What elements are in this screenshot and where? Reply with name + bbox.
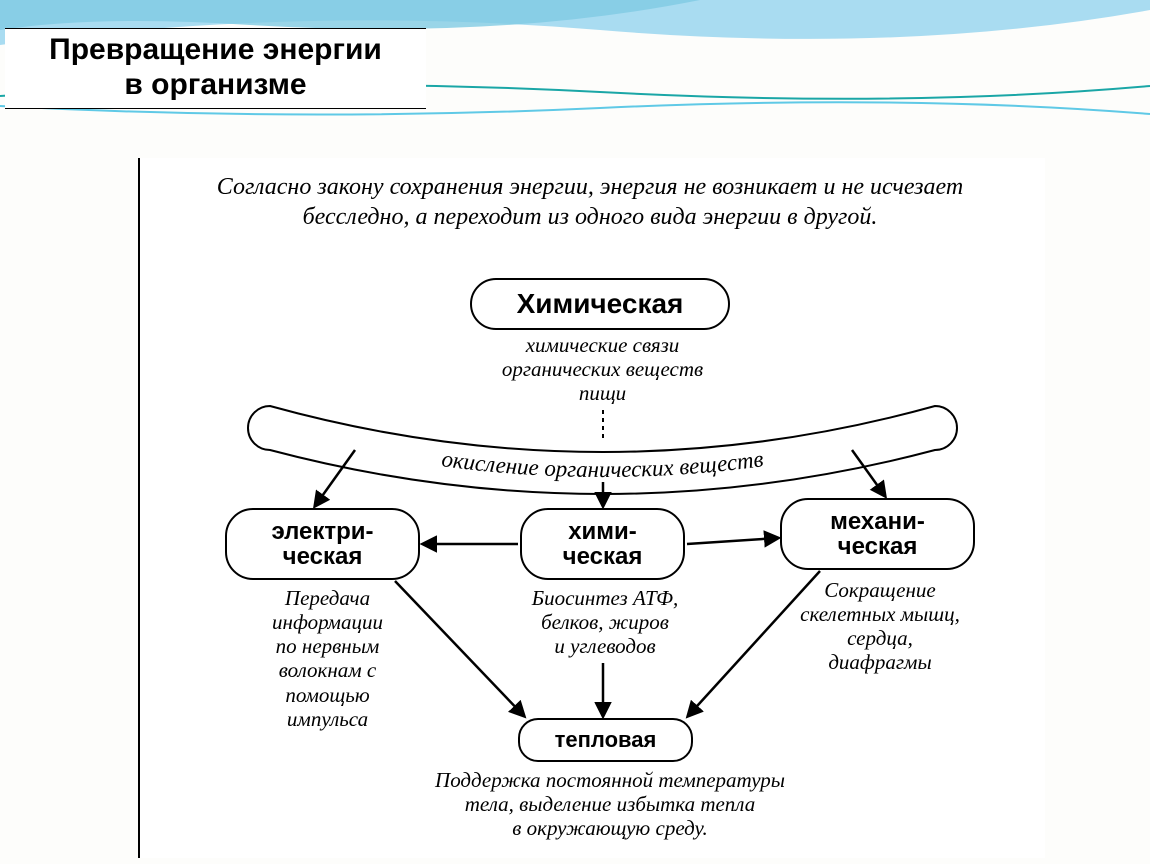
diagram-container: Согласно закону сохранения энергии, энер… — [138, 158, 1045, 858]
node-chemical-mid: хими- ческая — [520, 508, 685, 580]
page-title: Превращение энергии в организме — [5, 28, 426, 109]
node-mechanical: механи- ческая — [780, 498, 975, 570]
caption-mechanical: Сокращение скелетных мышц, сердца, диафр… — [760, 578, 1000, 675]
title-line-1: Превращение энергии — [13, 33, 418, 68]
caption-thermal: Поддержка постоянной температуры тела, в… — [350, 768, 870, 840]
node-electrical: электри- ческая — [225, 508, 420, 580]
node-chemical-top: Химическая — [470, 278, 730, 330]
svg-text:окисление органических веществ: окисление органических веществ — [440, 446, 765, 482]
caption-chemical-top: химические связи органических веществ пи… — [480, 333, 725, 405]
node-thermal: тепловая — [518, 718, 693, 762]
caption-chemical-mid: Биосинтез АТФ, белков, жиров и углеводов — [495, 586, 715, 658]
oxidation-banner-shape — [248, 406, 957, 494]
caption-electrical: Передача информации по нервным волокнам … — [240, 586, 415, 731]
title-line-2: в организме — [13, 68, 418, 103]
intro-text: Согласно закону сохранения энергии, энер… — [200, 172, 980, 232]
oxidation-banner-text: окисление органических веществ — [440, 446, 765, 482]
